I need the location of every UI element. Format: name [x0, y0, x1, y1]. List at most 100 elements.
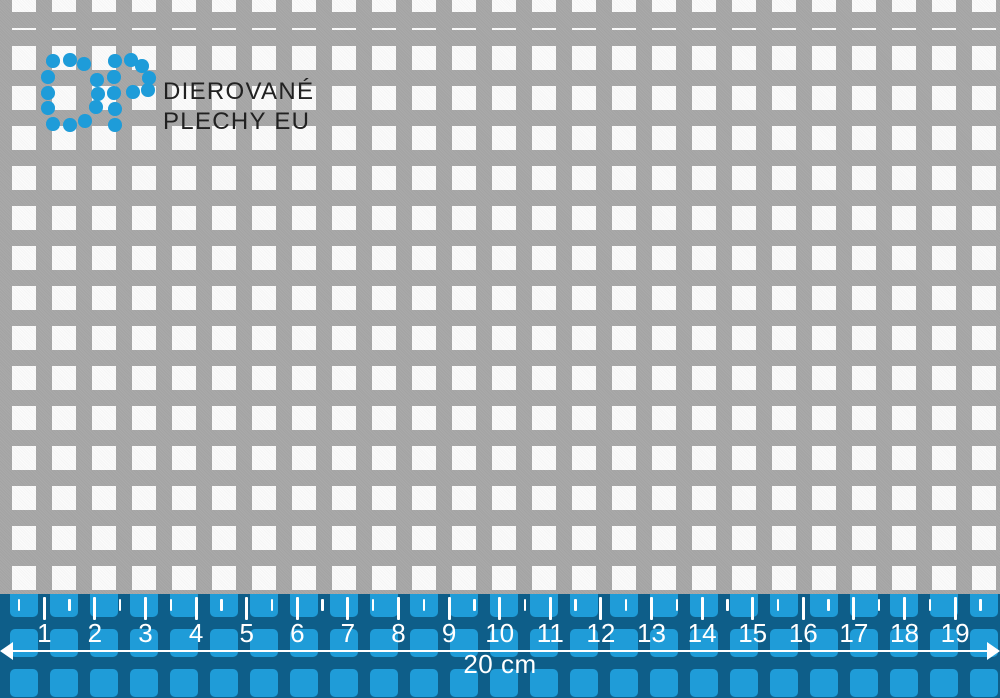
ruler-tick-cm [700, 597, 704, 620]
ruler-length-label: 20 cm [463, 649, 537, 679]
ruler-square [850, 594, 878, 617]
logo-dot [90, 73, 104, 87]
ruler-square [850, 629, 878, 657]
ruler-tick-half-cm [371, 599, 375, 611]
ruler-tick-half-cm [169, 599, 173, 611]
ruler-square [730, 629, 758, 657]
ruler-square [450, 669, 478, 697]
ruler-tick-half-cm [675, 599, 679, 611]
arrow-line [9, 649, 991, 653]
ruler-number: 11 [536, 618, 564, 648]
ruler-square [810, 594, 838, 617]
ruler-number: 15 [738, 618, 768, 648]
ruler-square [250, 629, 278, 657]
logo-dot [46, 54, 60, 68]
logo-dot [63, 118, 77, 132]
ruler-square [610, 594, 638, 617]
ruler-square [810, 629, 838, 657]
left-arrowhead-icon [0, 642, 13, 660]
ruler-square [90, 669, 118, 697]
ruler-tick-cm [144, 597, 147, 620]
ruler-tick-cm [245, 597, 249, 620]
ruler-tick-half-cm [928, 599, 932, 611]
ruler-tick-cm [498, 597, 502, 620]
brand-name: DIEROVANÉ PLECHY EU [163, 77, 314, 137]
ruler-square [930, 669, 958, 697]
ruler-number: 7 [340, 618, 356, 648]
ruler-square [290, 594, 318, 617]
logo-dot [41, 101, 55, 115]
logo-dot [46, 117, 60, 131]
ruler-square [890, 669, 918, 697]
logo-dot [124, 53, 138, 67]
ruler-tick-cm [548, 597, 552, 620]
ruler-number: 12 [586, 618, 616, 648]
ruler-tick-half-cm [118, 599, 122, 611]
ruler-tick-half-cm [68, 599, 71, 611]
ruler-tick-cm [599, 597, 603, 620]
ruler-square [650, 594, 678, 617]
ruler-number: 16 [788, 618, 818, 648]
logo-dot [77, 57, 91, 71]
ruler-square [210, 594, 238, 617]
ruler-tick-half-cm [776, 599, 780, 611]
ruler-square [50, 669, 78, 697]
ruler-square [530, 629, 558, 657]
ruler-square [770, 669, 798, 697]
ruler-tick-half-cm [220, 599, 223, 611]
ruler-square [610, 629, 638, 657]
ruler-square [50, 629, 78, 657]
ruler-number: 18 [890, 618, 919, 648]
ruler-square [610, 669, 638, 697]
ruler-number: 3 [138, 618, 153, 648]
ruler-square [90, 594, 118, 617]
ruler-tick-cm [751, 597, 755, 620]
ruler-number: 10 [485, 618, 515, 648]
ruler-tick-half-cm [523, 599, 527, 611]
ruler-number: 6 [290, 618, 305, 648]
ruler-square [650, 669, 678, 697]
ruler-tick-half-cm [473, 599, 476, 611]
logo-dot [78, 114, 92, 128]
logo-dot [142, 71, 156, 85]
ruler-square [570, 669, 598, 697]
ruler-square [370, 629, 398, 657]
ruler-tick-cm [852, 597, 856, 620]
ruler-square [250, 594, 278, 617]
brand-name-line2: PLECHY EU [163, 108, 311, 135]
ruler-square [730, 594, 758, 617]
ruler-square [330, 594, 358, 617]
ruler-tick-half-cm [877, 599, 881, 611]
ruler-square [10, 669, 38, 697]
ruler-tick-half-cm [979, 599, 982, 611]
ruler-square [170, 629, 198, 657]
ruler-tick-cm [295, 597, 299, 620]
ruler-square [930, 629, 958, 657]
ruler-square [130, 629, 158, 657]
brand-name-line1: DIEROVANÉ [163, 78, 315, 105]
ruler-tick-half-cm [574, 599, 577, 611]
ruler-square [170, 669, 198, 697]
ruler-tick-half-cm [270, 599, 274, 611]
logo-dot [41, 86, 55, 100]
logo-dot [126, 85, 140, 99]
ruler-square [730, 669, 758, 697]
ruler-square [370, 594, 398, 617]
ruler-square [210, 669, 238, 697]
ruler-square [490, 594, 518, 617]
logo-dot [41, 70, 55, 84]
ruler-number: 1 [37, 618, 52, 648]
ruler-square [370, 669, 398, 697]
ruler-tick-half-cm [17, 599, 21, 611]
ruler-tick-half-cm [321, 599, 324, 611]
logo-dot [135, 59, 149, 73]
ruler-square [450, 594, 478, 617]
ruler-tick-cm [447, 597, 451, 620]
ruler-tick-cm [953, 597, 957, 620]
ruler-square [10, 629, 38, 657]
ruler-square [770, 594, 798, 617]
ruler-number: 5 [239, 618, 254, 648]
ruler-square [850, 669, 878, 697]
ruler-square [930, 594, 958, 617]
